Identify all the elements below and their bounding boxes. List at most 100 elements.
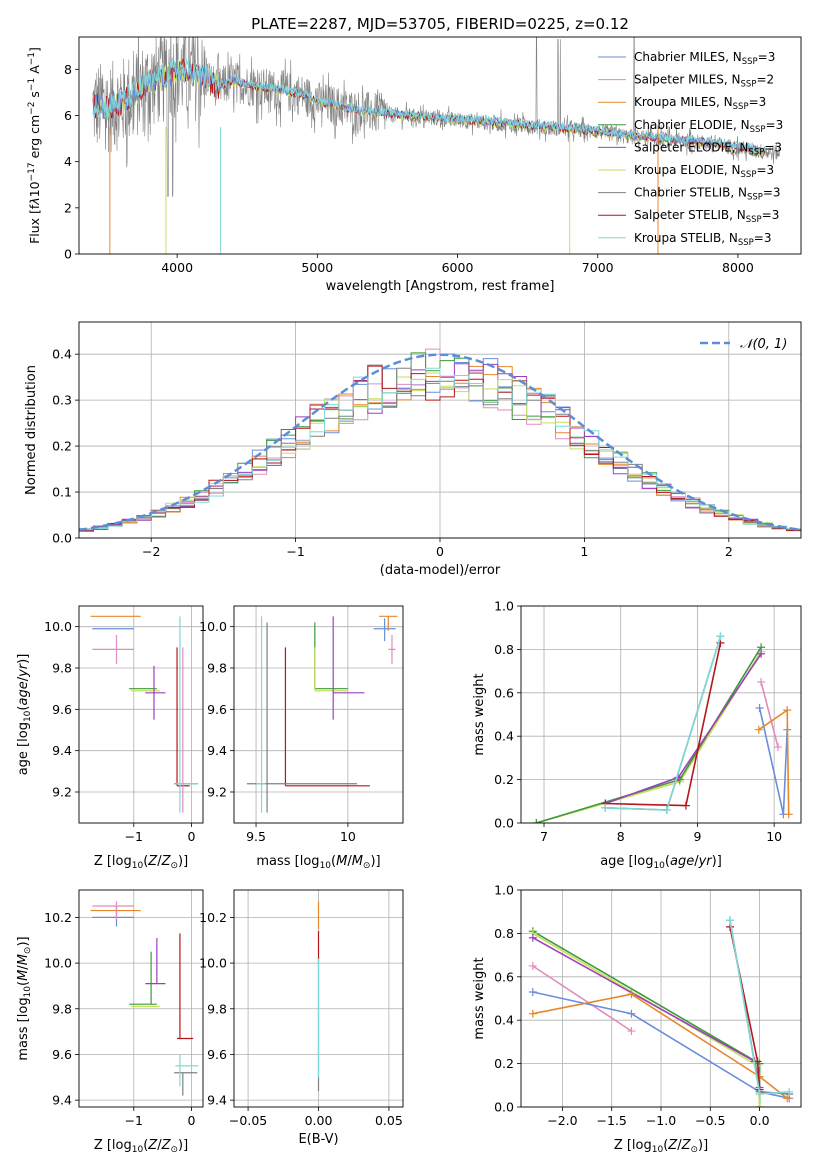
legend-label-salpeter_stelib: Salpeter STELIB, NSSP=3 (634, 208, 779, 225)
x-tick-label: 0 (187, 829, 195, 844)
y-tick-label: 10.2 (199, 910, 227, 925)
mass_weight_vs_Z-ylabel: mass weight (472, 957, 487, 1039)
spectrum-lines (92, 37, 781, 254)
y-tick-label: 4 (64, 154, 72, 169)
legend-label-chabrier_miles: Chabrier MILES, NSSP=3 (634, 50, 775, 67)
x-tick-label: −1 (125, 1113, 143, 1128)
age-vs-mass-xlabel: mass [log10(M/M⊙)] (256, 854, 380, 871)
x-tick-label: 0 (436, 544, 444, 559)
x-tick-label: 10 (340, 829, 356, 844)
y-tick-label: 0.1 (52, 485, 72, 500)
y-tick-label: 9.4 (52, 743, 72, 758)
weight-marker (601, 803, 610, 812)
legend-label-kroupa_stelib: Kroupa STELIB, NSSP=3 (634, 231, 772, 248)
weight-line-chabrier_miles (758, 707, 788, 815)
x-tick-label: −0.5 (695, 1113, 725, 1128)
mass-weight-vs-age-xlabel: age [log10(age/yr)] (600, 854, 722, 871)
x-tick-label: −1.0 (646, 1113, 676, 1128)
y-tick-label: 8 (64, 62, 72, 77)
weight-line-salpeter_stelib (605, 642, 722, 807)
weight-marker (755, 703, 764, 712)
age_vs_Z-points (90, 615, 199, 813)
legend-label-salpeter_miles: Salpeter MILES, NSSP=2 (634, 73, 774, 90)
weight-line-chabrier_elodie (536, 646, 762, 823)
x-tick-label: −1 (286, 544, 304, 559)
y-tick-label: 10.0 (199, 619, 227, 634)
weight-marker (716, 632, 725, 641)
y-tick-label: 0.4 (494, 1013, 514, 1028)
age_vs_mass-frame (233, 605, 404, 824)
spectrum-axes: 4000 5000 6000 7000 8000 0 2 4 6 8 (64, 62, 754, 275)
y-tick-label: 9.6 (52, 1047, 72, 1062)
y-tick-label: 0.2 (52, 439, 72, 454)
age-vs-Z-ylabel: age [log10(age/yr)] (16, 654, 33, 776)
x-tick-label: 0 (187, 1113, 195, 1128)
y-tick-label: 10.0 (44, 619, 72, 634)
x-tick-label: 9.5 (246, 829, 266, 844)
x-tick-label: 0.0 (750, 1113, 770, 1128)
age_vs_mass-axes: 9.5 10 9.2 9.4 9.6 9.8 10.0 (199, 606, 403, 844)
mass_weight_vs_age-ylabel: mass weight (472, 673, 487, 755)
y-tick-label: 0.4 (494, 729, 514, 744)
mass_vs_Z-axes: −1 0 9.4 9.6 9.8 10.0 10.2 (44, 890, 203, 1128)
weight-marker (726, 916, 735, 925)
weight-marker (784, 810, 793, 819)
age_vs_Z-axes: −1 0 9.2 9.4 9.6 9.8 10.0 (44, 606, 203, 844)
y-tick-label: 10.0 (199, 956, 227, 971)
x-tick-label: 2 (725, 544, 733, 559)
x-tick-label: 7 (540, 829, 548, 844)
weight-line-chabrier_miles (532, 991, 790, 1100)
y-tick-label: 9.8 (207, 1001, 227, 1016)
x-tick-label: −2.0 (547, 1113, 577, 1128)
weight-marker (528, 1009, 537, 1018)
weight-marker (783, 1094, 792, 1103)
y-tick-label: 10.2 (44, 910, 72, 925)
mass_vs_ebv-axes: −0.05 0.00 0.05 9.4 9.6 9.8 10.0 10.2 (199, 890, 403, 1128)
weight-marker (755, 1089, 764, 1098)
model-spectrum-line (92, 58, 767, 154)
residuals-axes: −2 −1 0 1 2 0.0 0.1 0.2 0.3 0.4 (52, 322, 801, 559)
mass_vs_Z-points (90, 901, 199, 1096)
weight-marker (783, 706, 792, 715)
weight-marker (785, 1087, 794, 1096)
x-tick-label: −2 (142, 544, 160, 559)
residuals-xlabel: (data-model)/error (380, 563, 501, 578)
x-tick-label: −1.5 (597, 1113, 627, 1128)
mass_weight_vs_Z-frame (520, 889, 802, 1108)
mass-vs-Z-xlabel: Z [log10(Z/Z⊙)] (94, 1138, 188, 1155)
x-tick-label: 5000 (301, 260, 333, 275)
legend-label-chabrier_elodie: Chabrier ELODIE, NSSP=3 (634, 118, 783, 135)
x-tick-label: 7000 (582, 260, 614, 275)
histogram-steps (79, 348, 801, 534)
weight-marker (528, 961, 537, 970)
mass_vs_ebv-frame (233, 889, 404, 1108)
y-tick-label: 1.0 (494, 883, 514, 898)
gaussian-curve (79, 353, 801, 532)
legend-label-kroupa_elodie: Kroupa ELODIE, NSSP=3 (634, 163, 774, 180)
weight-marker (755, 1103, 764, 1107)
mass_weight_vs_age-frame (520, 605, 802, 824)
x-tick-label: 1 (580, 544, 588, 559)
y-tick-label: 0 (64, 247, 72, 262)
weight-marker (627, 1027, 636, 1036)
weight-line-salpeter_miles (532, 965, 632, 1032)
age_vs_mass-points (246, 615, 398, 813)
weight-line-salpeter_miles (760, 681, 779, 748)
weight-line-kroupa_elodie (536, 651, 762, 823)
x-tick-label: 10 (766, 829, 782, 844)
y-tick-label: 9.6 (52, 702, 72, 717)
x-tick-label: 8000 (722, 260, 754, 275)
y-tick-label: 9.6 (207, 702, 227, 717)
y-tick-label: 0.0 (494, 1100, 514, 1115)
y-tick-label: 0.0 (52, 531, 72, 546)
weight-line-salpeter_elodie (532, 937, 761, 1088)
y-tick-label: 0.3 (52, 393, 72, 408)
x-tick-label: −1 (125, 829, 143, 844)
y-tick-label: 10.0 (44, 956, 72, 971)
y-tick-label: 0.6 (494, 969, 514, 984)
mass-weight-vs-Z-xlabel: Z [log10(Z/Z⊙)] (614, 1138, 708, 1155)
age-vs-Z-xlabel: Z [log10(Z/Z⊙)] (94, 854, 188, 871)
x-tick-label: −0.05 (229, 1113, 267, 1128)
weight-marker (681, 801, 690, 810)
y-tick-label: 9.8 (207, 661, 227, 676)
